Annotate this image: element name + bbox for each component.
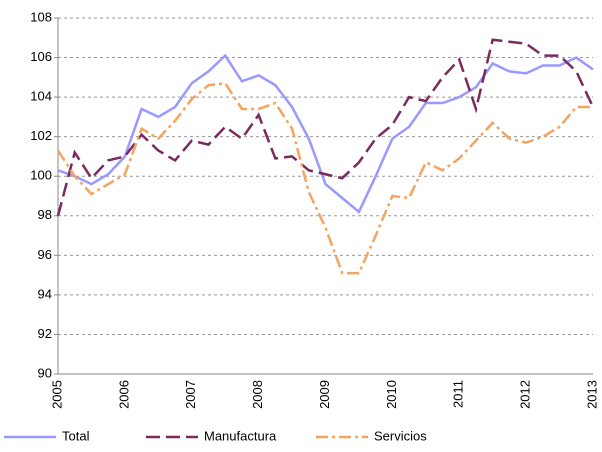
y-tick-label: 102 [30,128,52,143]
series-line [56,38,595,217]
x-tick-label: 2011 [451,380,466,408]
y-tick-label: 104 [30,89,52,104]
legend-label: Manufactura [204,428,277,443]
x-tick-label: 2007 [183,380,198,409]
y-tick-label: 94 [38,286,52,301]
x-tick-label: 2009 [317,380,332,409]
y-tick-label: 108 [30,9,52,24]
y-tick-label: 100 [30,168,52,183]
legend-label: Total [62,428,90,443]
x-tick-label: 2006 [116,380,131,409]
y-tick-label: 96 [38,247,52,262]
y-tick-label: 92 [38,326,52,341]
y-tick-label: 106 [30,49,52,64]
y-tick-label: 90 [38,365,52,380]
series-line [56,81,593,275]
x-tick-label: 2013 [584,380,599,409]
legend-label: Servicios [374,428,427,443]
y-tick-label: 98 [38,207,52,222]
x-tick-label: 2010 [384,380,399,409]
x-tick-label: 2005 [49,380,64,409]
series-line [57,53,594,214]
x-tick-label: 2012 [518,380,533,409]
x-tick-label: 2008 [250,380,265,409]
